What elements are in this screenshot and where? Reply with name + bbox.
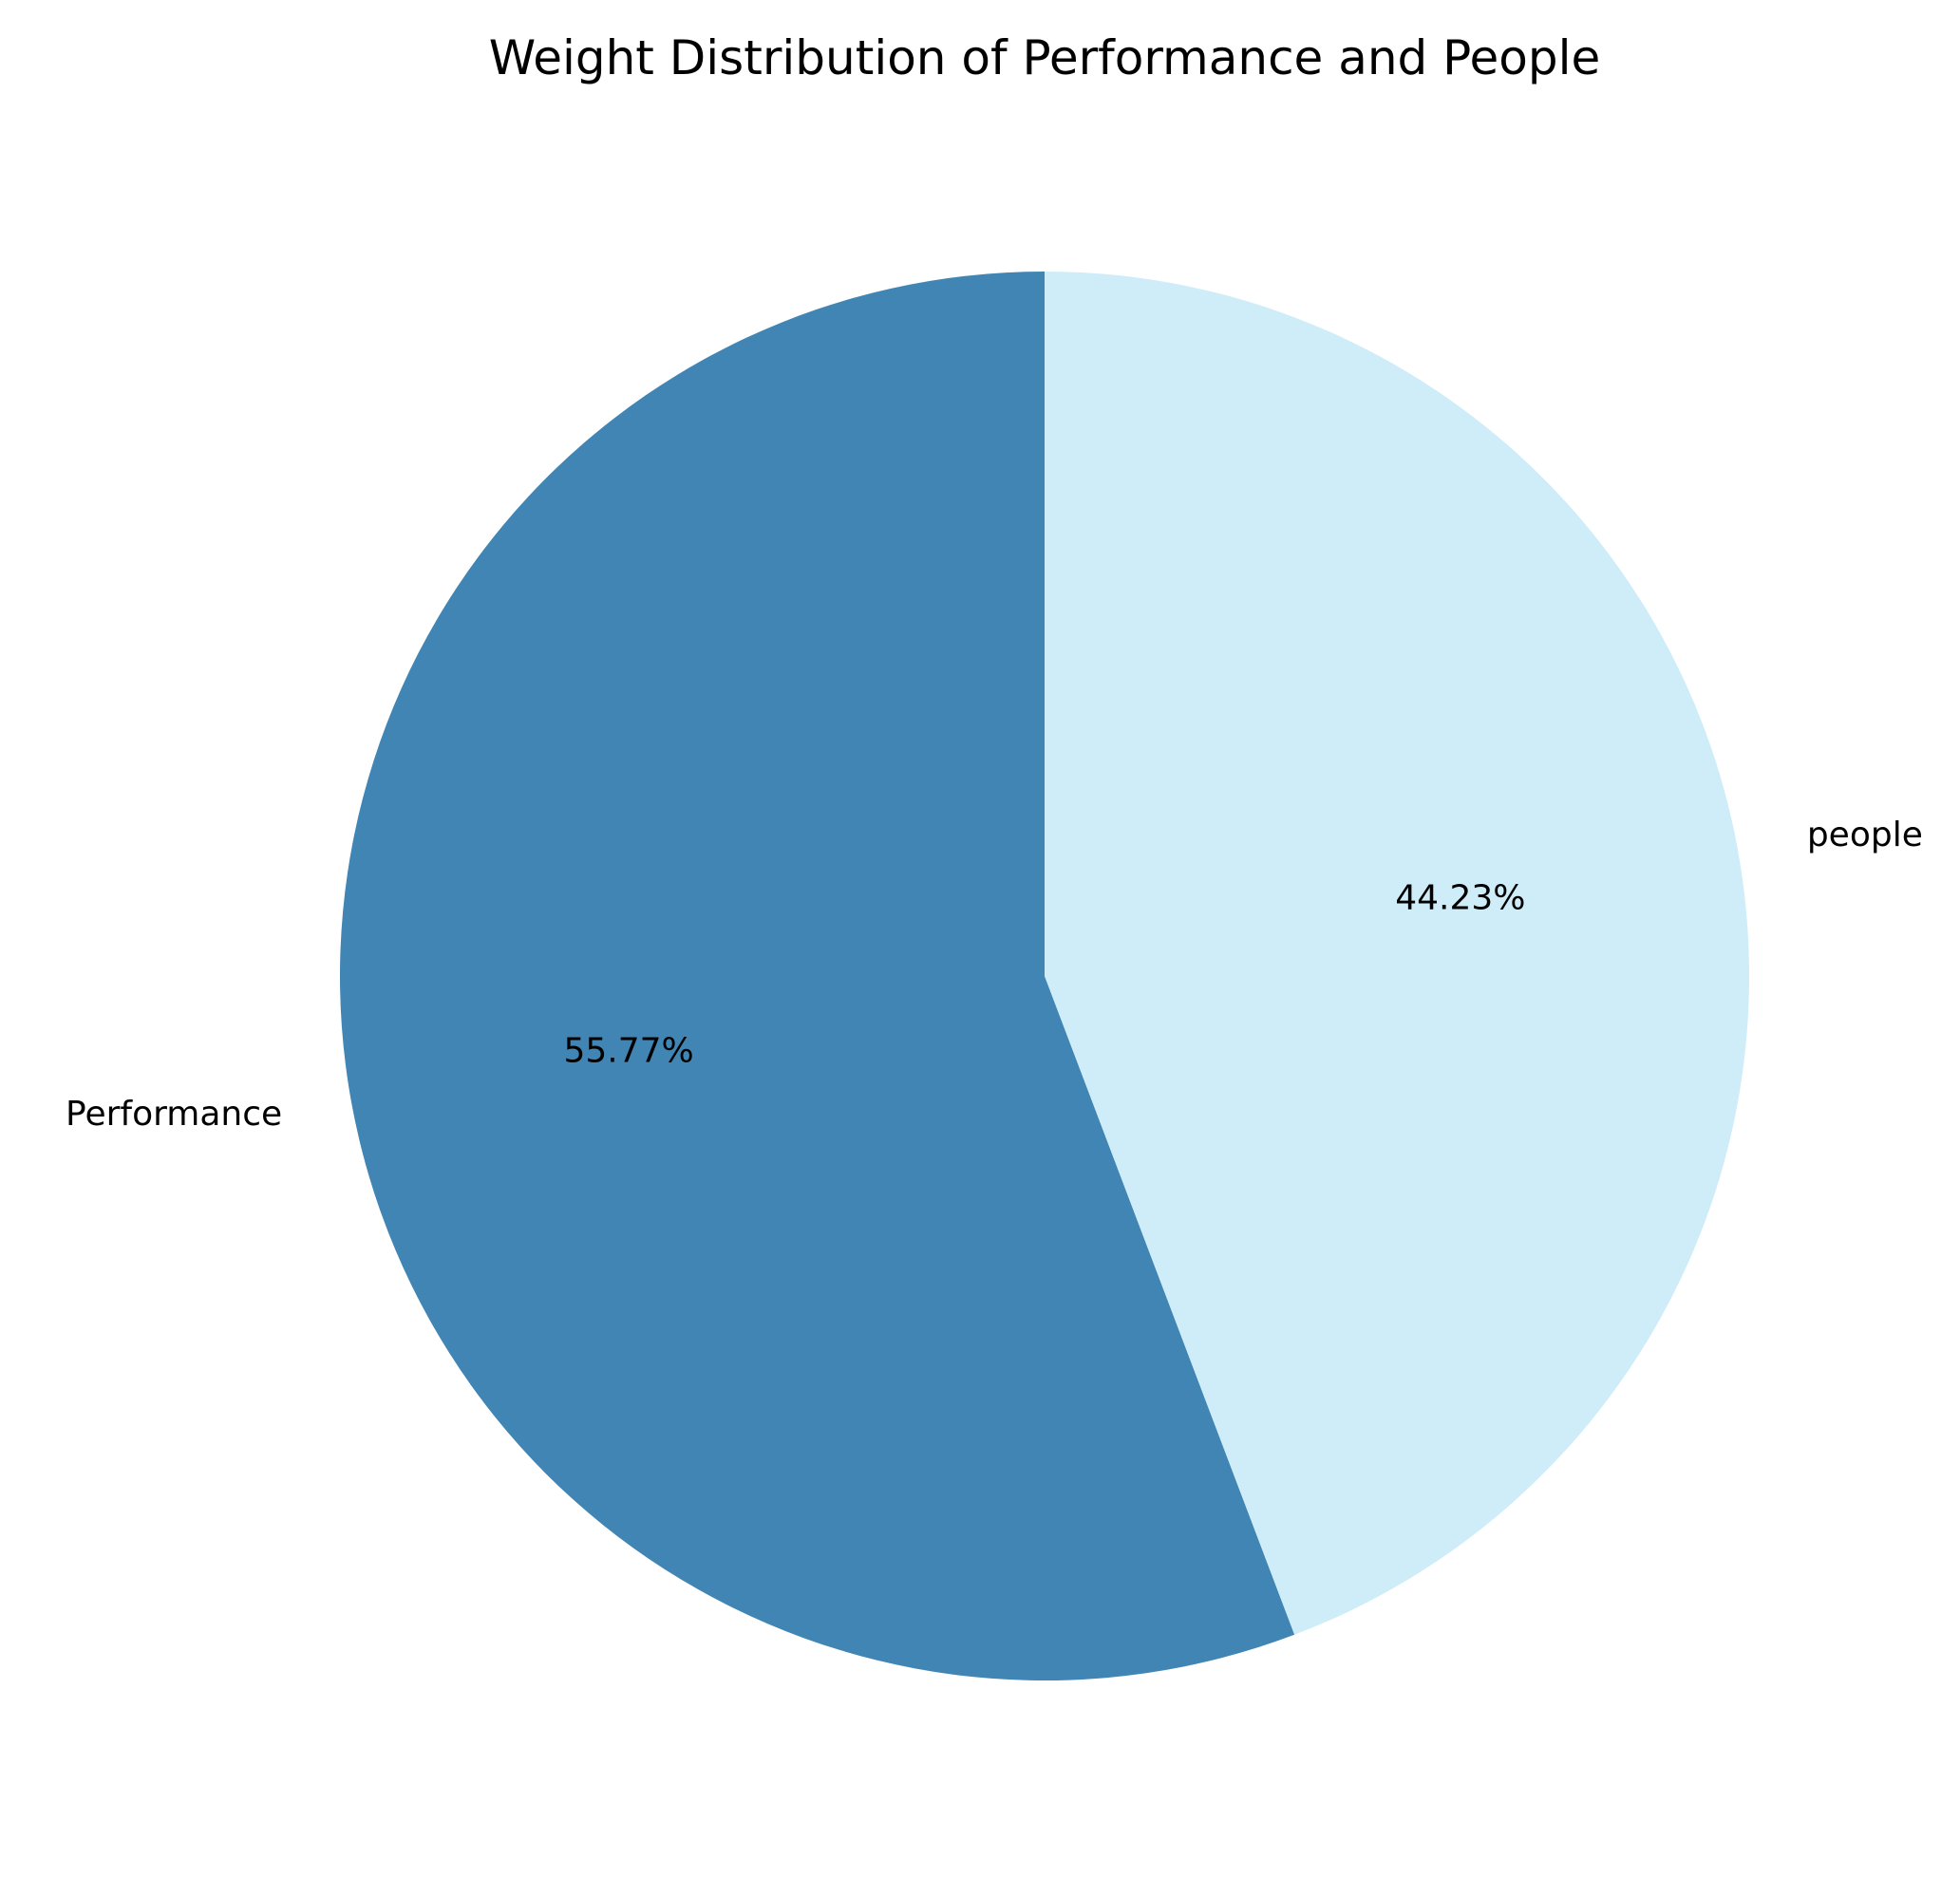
chart-title: Weight Distribution of Performance and P… bbox=[489, 30, 1601, 85]
slice-percent-people: 44.23% bbox=[1395, 879, 1525, 918]
slice-percent-performance: 55.77% bbox=[563, 1031, 693, 1070]
pie-slices bbox=[339, 272, 1749, 1680]
pie-slice-people bbox=[1045, 272, 1749, 1635]
slice-label-people: people bbox=[1807, 816, 1923, 854]
pie-slice-performance bbox=[339, 272, 1295, 1680]
slice-label-performance: Performance bbox=[66, 1095, 282, 1134]
pie-labels: Performance 55.77% people 44.23% bbox=[66, 816, 1923, 1134]
